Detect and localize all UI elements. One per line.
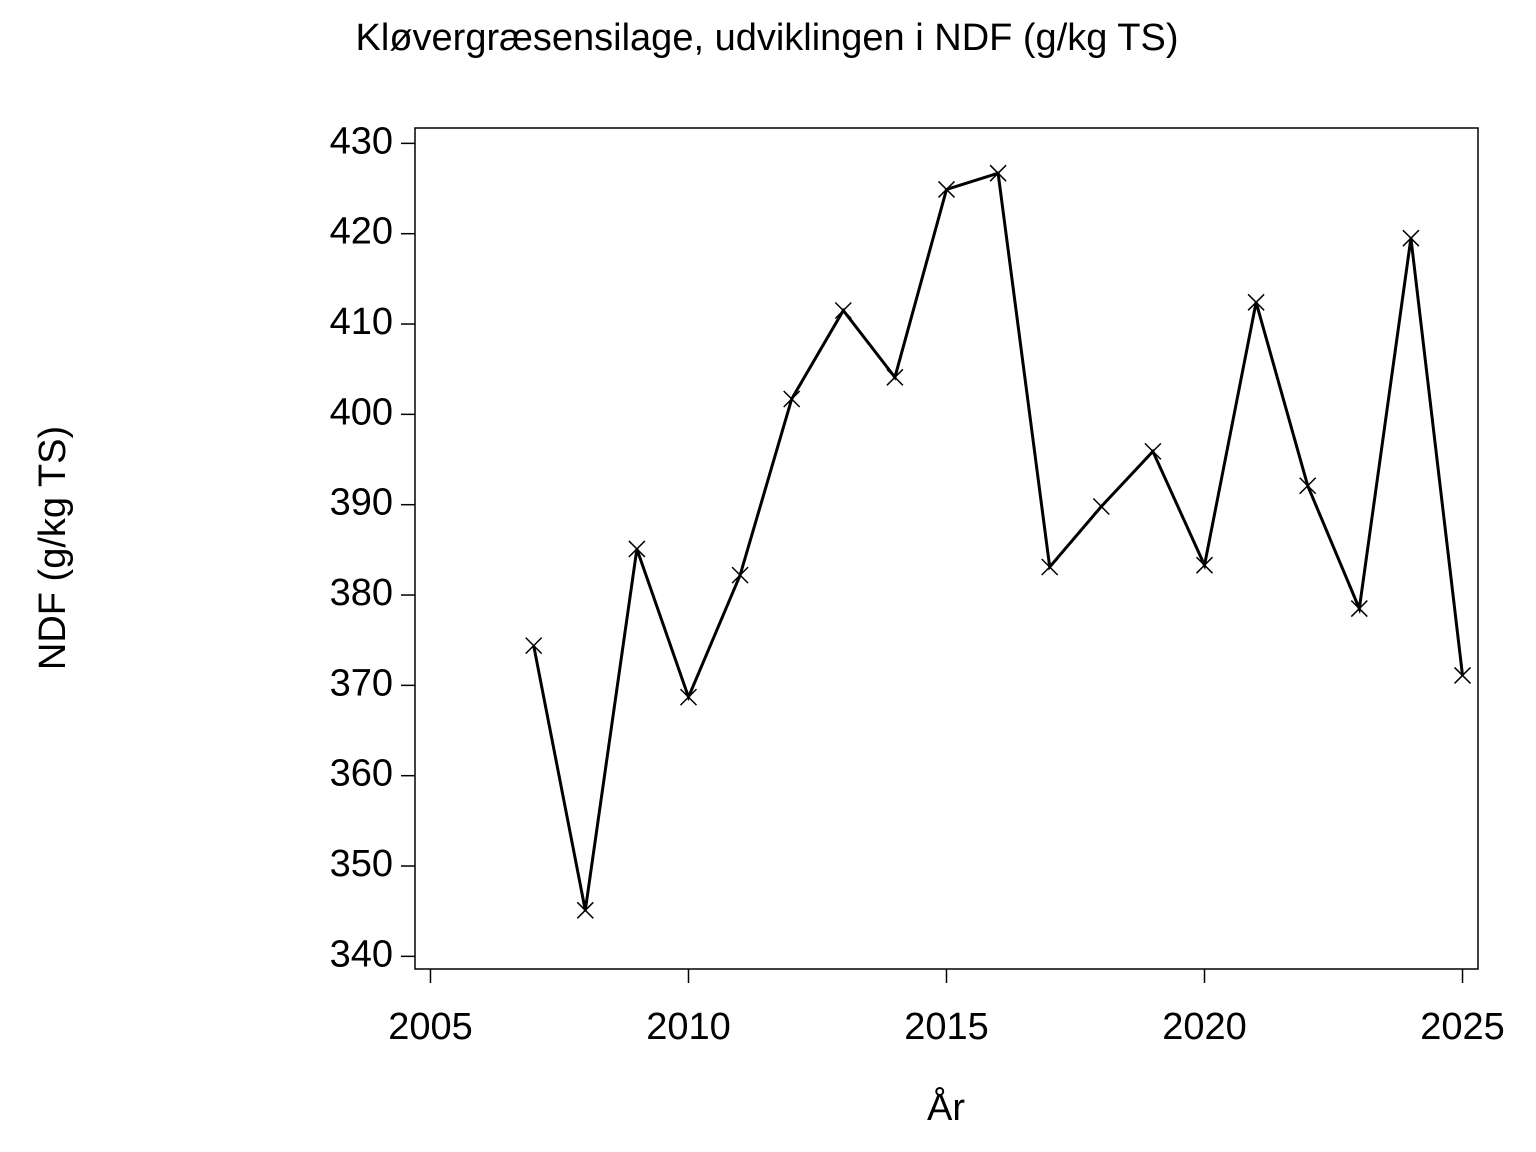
- y-tick-label: 430: [330, 120, 393, 162]
- data-line: [532, 171, 1465, 911]
- data-marker: [989, 164, 1007, 182]
- data-marker: [1144, 442, 1162, 460]
- data-marker: [525, 637, 543, 655]
- x-tick-label: 2020: [1162, 1006, 1247, 1048]
- x-axis-label: År: [927, 1085, 965, 1129]
- data-marker: [679, 688, 698, 706]
- data-marker: [1453, 666, 1472, 684]
- data-marker: [731, 566, 749, 584]
- data-marker: [834, 301, 852, 320]
- data-marker: [1092, 497, 1110, 516]
- x-tick-label: 2010: [646, 1006, 731, 1048]
- plot-frame: [414, 127, 1479, 970]
- y-tick-label: 360: [330, 753, 393, 795]
- data-marker: [576, 901, 594, 919]
- y-tick-label: 390: [330, 482, 393, 524]
- data-marker: [783, 390, 801, 408]
- y-tick-label: 370: [330, 662, 393, 704]
- y-tick-label: 350: [330, 843, 393, 885]
- x-tick-label: 2005: [388, 1006, 473, 1048]
- data-marker: [1402, 229, 1420, 247]
- y-tick-label: 400: [330, 391, 393, 433]
- x-tick-label: 2015: [904, 1006, 989, 1048]
- data-marker: [1195, 556, 1214, 574]
- data-marker: [937, 180, 956, 198]
- x-tick-label: 2025: [1420, 1006, 1505, 1048]
- data-marker: [886, 368, 904, 386]
- data-marker: [1041, 558, 1059, 576]
- y-tick-label: 420: [330, 211, 393, 253]
- data-marker: [1350, 600, 1368, 618]
- y-tick-label: 340: [330, 933, 393, 975]
- y-tick-label: 380: [330, 572, 393, 614]
- data-marker: [628, 540, 646, 558]
- y-tick-label: 410: [330, 301, 393, 343]
- data-marker: [1247, 293, 1265, 311]
- y-axis-label: NDF (g/kg TS): [32, 426, 74, 670]
- chart-title: Kløvergræsensilage, udviklingen i NDF (g…: [356, 17, 1179, 59]
- data-marker: [1299, 477, 1317, 495]
